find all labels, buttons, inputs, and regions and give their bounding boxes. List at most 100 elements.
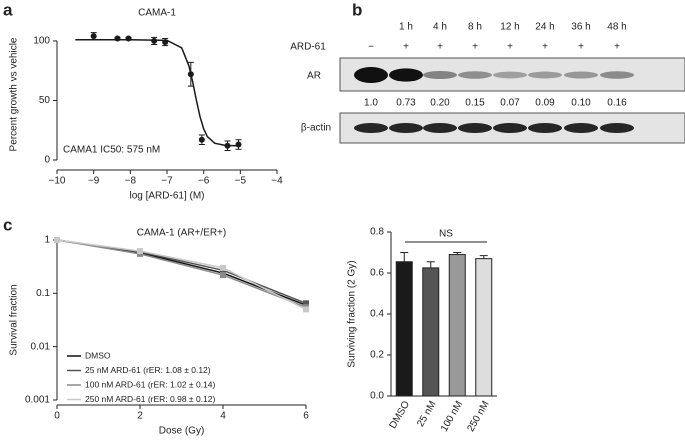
quantification: 1.0: [364, 98, 378, 109]
treatment-mark: +: [472, 42, 478, 53]
legend-label: 25 nM ARD-61 (rER: 1.08 ± 0.12): [85, 365, 211, 375]
x-axis-label: log [ARD-61] (M): [129, 191, 204, 202]
time-label: 36 h: [571, 22, 590, 33]
treatment-mark: +: [437, 42, 443, 53]
x-tick-label: −8: [125, 176, 137, 187]
y-tick-label: 0.2: [370, 350, 384, 361]
band: [389, 123, 423, 133]
y-tick-label: 0: [44, 155, 50, 166]
error-bar: [400, 252, 409, 262]
band-label: β-actin: [301, 123, 331, 134]
band: [423, 123, 457, 133]
quantification: 0.07: [500, 98, 520, 109]
point: [220, 264, 226, 271]
x-tick-label: −6: [198, 176, 210, 187]
band: [564, 71, 598, 79]
x-tick-label: 4: [220, 411, 226, 422]
band: [458, 71, 492, 79]
y-tick-label: 100: [33, 36, 50, 47]
point: [198, 136, 205, 143]
x-tick-label: 6: [303, 411, 309, 422]
point: [224, 142, 231, 149]
point: [125, 35, 132, 42]
legend-label: 100 nM ARD-61 (rER: 1.02 ± 0.14): [85, 379, 216, 389]
point: [151, 37, 158, 44]
y-tick-label: 50: [39, 95, 51, 106]
quantification: 0.16: [607, 98, 627, 109]
x-tick-label: 0: [54, 411, 60, 422]
bar: [395, 261, 413, 397]
panel-label: a: [3, 0, 13, 19]
quantification: 0.20: [430, 98, 450, 109]
error-bar: [453, 252, 462, 255]
y-tick-label: 0.4: [370, 309, 384, 320]
y-axis-label: Surviving fraction (2 Gy): [347, 260, 358, 367]
quantification: 0.10: [571, 98, 591, 109]
annotation: CAMA1 IC50: 575 nM: [63, 145, 160, 156]
time-label: 24 h: [535, 22, 554, 33]
x-tick-label: −9: [88, 176, 100, 187]
point: [162, 39, 169, 46]
annotation: NS: [439, 229, 453, 240]
treatment-mark: +: [507, 42, 513, 53]
bar: [422, 267, 440, 397]
y-tick-label: 0.01: [31, 341, 51, 352]
series-line: [56, 239, 307, 311]
point: [303, 300, 309, 307]
chart-title: CAMA-1 (AR+/ER+): [137, 228, 226, 239]
y-tick-label: 0.001: [25, 395, 50, 406]
error-bar: [479, 255, 488, 259]
band: [423, 71, 457, 79]
band: [458, 123, 492, 133]
quantification: 0.73: [396, 98, 416, 109]
band: [493, 123, 527, 133]
band: [528, 123, 562, 133]
treatment-mark: +: [403, 42, 409, 53]
quantification: 0.09: [535, 98, 555, 109]
bar: [448, 254, 466, 397]
y-tick-label: 1: [44, 235, 50, 246]
point: [187, 71, 194, 78]
time-label: 12 h: [500, 22, 519, 33]
time-label: 4 h: [433, 22, 447, 33]
point: [54, 237, 60, 243]
bar: [475, 258, 493, 397]
x-tick-label: −10: [49, 176, 66, 187]
western-blot: 1 h 4 h 8 h 12 h 24 h 36 h 48 h ARD-61 − + + + + + + + A…: [290, 22, 634, 134]
y-tick-label: 0.0: [370, 391, 384, 402]
point: [114, 35, 121, 42]
band: [528, 71, 562, 79]
point: [303, 306, 309, 313]
band: [389, 68, 423, 82]
panel-label: c: [3, 215, 12, 234]
chart-title: CAMA-1: [138, 8, 176, 19]
y-axis-label: Survival fraction: [9, 284, 20, 355]
series-line: [56, 239, 307, 308]
band: [600, 71, 634, 79]
x-tick-label: −5: [235, 176, 247, 187]
x-tick-label: −4: [271, 176, 283, 187]
y-tick-label: 0.1: [36, 288, 50, 299]
treatment-label: ARD-61: [290, 42, 326, 53]
treatment-mark: +: [542, 42, 548, 53]
band: [600, 123, 634, 133]
legend-label: 250 nM ARD-61 (rER: 0.98 ± 0.12): [85, 394, 216, 404]
y-axis-label: Percent growth vs vehicle: [9, 37, 20, 151]
band: [493, 71, 527, 79]
band: [354, 123, 388, 133]
point: [90, 33, 97, 40]
y-tick-label: 0.8: [370, 227, 384, 238]
x-axis-label: Dose (Gy): [159, 426, 205, 437]
treatment-mark: +: [614, 42, 620, 53]
quantification: 0.15: [465, 98, 485, 109]
band: [564, 123, 598, 133]
x-tick-label: −7: [161, 176, 173, 187]
point: [235, 141, 242, 148]
y-tick-label: 0.6: [370, 268, 384, 279]
time-label: 48 h: [607, 22, 626, 33]
time-label: 8 h: [468, 22, 482, 33]
error-bar: [426, 261, 435, 268]
legend-label: DMSO: [85, 350, 111, 360]
point: [137, 248, 143, 255]
